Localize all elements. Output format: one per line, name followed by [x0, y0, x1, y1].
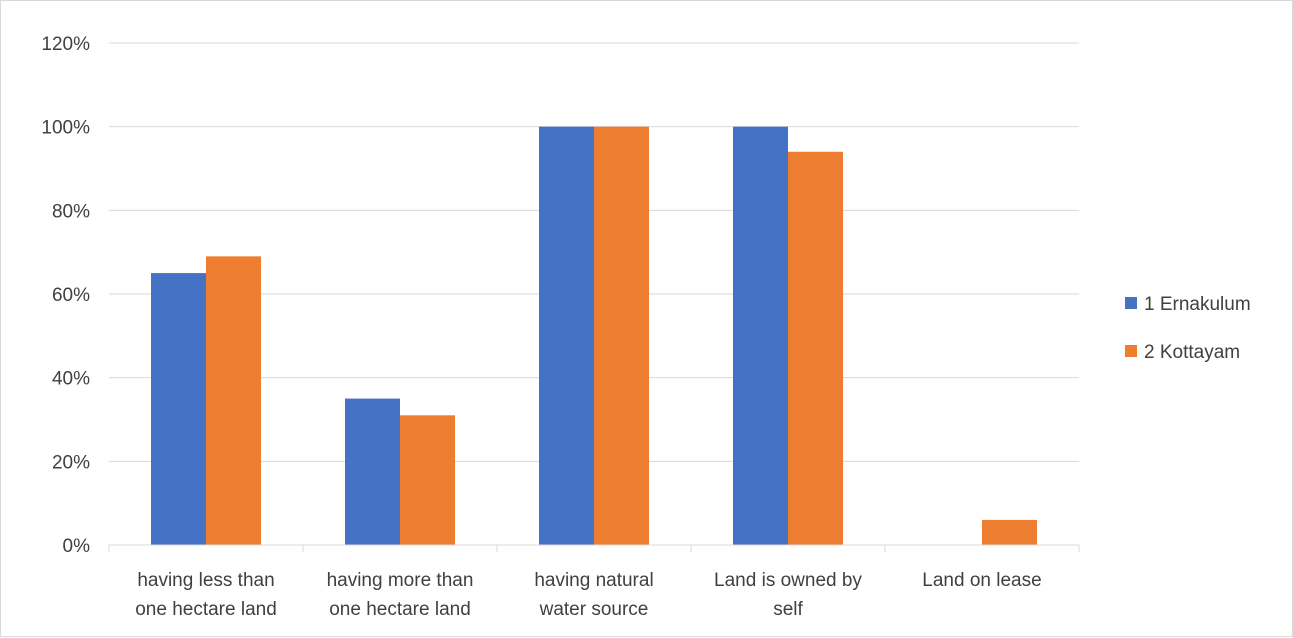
x-category-label: having less than [137, 570, 274, 591]
bar-1-2 [345, 398, 400, 545]
legend-swatch [1125, 345, 1137, 357]
y-tick-label: 100% [41, 118, 90, 139]
bar-2-5 [982, 519, 1037, 545]
y-axis-tick-labels: 0% 20% 40% 60% 80% 100% 120% [41, 34, 90, 557]
bar-1-4 [733, 126, 788, 546]
bar-2-2 [400, 415, 455, 545]
x-axis-category-labels: having less than one hectare land having m… [135, 570, 1041, 620]
x-category-label: water source [539, 599, 649, 620]
bar-1-3 [539, 126, 594, 546]
y-tick-label: 60% [52, 285, 90, 306]
legend: 1 Ernakulum 2 Kottayam [1125, 294, 1251, 363]
x-category-label: Land is owned by [714, 570, 862, 591]
y-tick-label: 0% [63, 536, 91, 557]
bar-1-1 [151, 273, 206, 545]
bar-2-4 [788, 151, 843, 545]
x-category-label: one hectare land [329, 599, 471, 620]
legend-swatch [1125, 297, 1137, 309]
x-category-label: self [773, 599, 803, 620]
x-category-label: having more than [327, 570, 474, 591]
x-category-label: one hectare land [135, 599, 277, 620]
bar-2-3 [594, 126, 649, 546]
bars [151, 126, 1037, 546]
y-tick-label: 80% [52, 201, 90, 222]
legend-label: 2 Kottayam [1144, 342, 1240, 363]
x-category-label: having natural [534, 570, 653, 591]
legend-label: 1 Ernakulum [1144, 294, 1251, 315]
bar-2-1 [206, 256, 261, 545]
x-category-label: Land on lease [922, 570, 1041, 591]
x-axis [108, 544, 1080, 552]
y-tick-label: 120% [41, 34, 90, 55]
y-tick-label: 20% [52, 452, 90, 473]
y-tick-label: 40% [52, 369, 90, 390]
